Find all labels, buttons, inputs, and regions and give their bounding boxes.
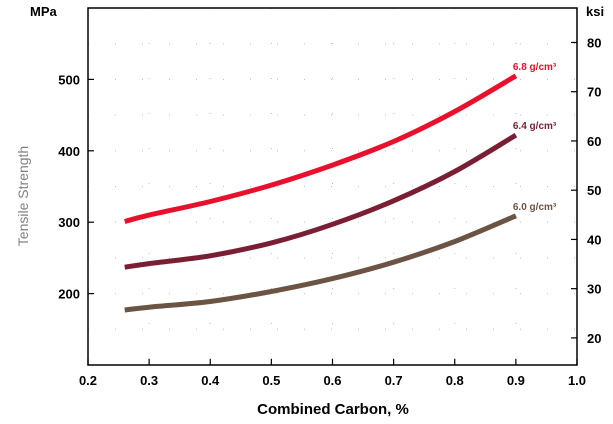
series-label-2: 6.0 g/cm³ [513, 202, 557, 213]
y-axis-title: Tensile Strength [15, 146, 31, 246]
plot-frame [87, 7, 578, 366]
series-labels: 6.8 g/cm³ 6.4 g/cm³ 6.0 g/cm³ [513, 62, 557, 213]
y2-tick-label: 80 [587, 35, 601, 50]
x-tick-label: 0.3 [140, 373, 158, 388]
y2-tick-label: 50 [587, 183, 601, 198]
y2-tick-label: 30 [587, 282, 601, 297]
y2-tick-label: 20 [587, 331, 601, 346]
x-tick-label: 0.4 [201, 373, 220, 388]
series-lines [124, 73, 518, 313]
x-tick-label: 0.5 [262, 373, 280, 388]
x-tick-label: 1.0 [568, 373, 586, 388]
series-line-1 [124, 132, 518, 270]
series-line-2 [124, 213, 517, 313]
y-tick-label: 500 [58, 72, 80, 87]
y2-tick-label: 70 [587, 85, 601, 100]
x-axis-title: Combined Carbon, % [257, 401, 409, 418]
x-tick-label: 0.6 [323, 373, 341, 388]
y2-tick-label: 60 [587, 134, 601, 149]
series-line-0 [124, 73, 518, 224]
series-label-0: 6.8 g/cm³ [513, 62, 557, 73]
y-unit-left: MPa [30, 4, 58, 19]
x-tick-label: 0.9 [507, 373, 525, 388]
y-tick-label: 200 [58, 287, 80, 302]
x-tick-label: 0.7 [385, 373, 403, 388]
x-tick-label: 0.8 [446, 373, 464, 388]
axis-ticks: 0.2 0.3 0.4 0.5 0.6 0.7 0.8 0.9 1.0 200 300 400 500 2… [58, 35, 601, 388]
y2-tick-label: 40 [587, 232, 601, 247]
series-label-1: 6.4 g/cm³ [513, 121, 557, 132]
y-tick-label: 400 [58, 144, 80, 159]
y-tick-label: 300 [58, 215, 80, 230]
x-tick-label: 0.2 [79, 373, 97, 388]
grid [88, 8, 577, 365]
y-unit-right: ksi [586, 4, 604, 19]
